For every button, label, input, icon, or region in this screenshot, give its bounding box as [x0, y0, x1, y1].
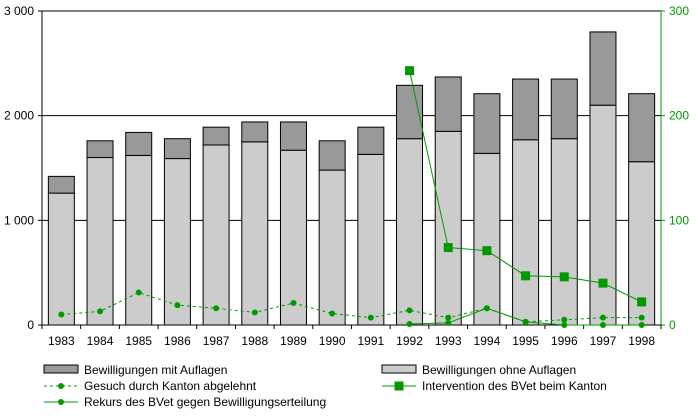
bar-segment: [550, 138, 578, 326]
series-point: [638, 314, 645, 321]
series-point: [522, 318, 529, 325]
x-axis-tick-label: 1983: [48, 334, 75, 348]
series-point: [290, 300, 297, 307]
bar-segment: [86, 140, 114, 159]
left-axis-tick-label: 1 000: [4, 213, 34, 227]
series-point: [598, 278, 608, 288]
x-axis-tick-label: 1987: [203, 334, 230, 348]
series-point: [638, 322, 645, 328]
right-axis-tick-label: 0: [669, 318, 676, 332]
legend-swatch: [381, 364, 417, 374]
x-axis-tick-label: 1984: [87, 334, 114, 348]
bars: [47, 31, 656, 326]
series-point: [482, 246, 492, 256]
legend-label: Bewilligungen ohne Auflagen: [422, 363, 576, 377]
left-axis-tick-label: 3 000: [4, 4, 34, 18]
bar-segment: [434, 76, 462, 132]
series-point: [58, 311, 65, 318]
bar-segment: [357, 153, 385, 326]
x-axis-tick-label: 1992: [396, 334, 423, 348]
x-axis-tick-label: 1989: [280, 334, 307, 348]
line-series: [58, 66, 647, 328]
bar-segment: [396, 138, 424, 326]
series-point: [135, 289, 142, 296]
bar-segment: [357, 126, 385, 155]
series-point: [406, 307, 413, 314]
legend-marker: [58, 383, 64, 389]
legend-swatch: [43, 364, 79, 374]
bar-segment: [47, 175, 75, 194]
series-point: [561, 316, 568, 323]
series-point: [599, 314, 606, 321]
bar-segment: [163, 158, 191, 326]
bar-segment: [434, 130, 462, 326]
series-line: [61, 292, 642, 323]
bar-segment: [163, 138, 191, 160]
x-axis-tick-label: 1998: [628, 334, 655, 348]
legend-marker: [394, 381, 404, 391]
legend-label: Bewilligungen mit Auflagen: [84, 363, 227, 377]
series-point: [561, 322, 568, 328]
series-point: [174, 302, 181, 309]
x-axis-tick-label: 1986: [164, 334, 191, 348]
bar-segment: [279, 149, 307, 326]
bar-segment: [86, 157, 114, 326]
series-point: [483, 305, 490, 312]
legend-label: Gesuch durch Kanton abgelehnt: [84, 379, 257, 393]
right-axis-tick-label: 200: [669, 109, 689, 123]
right-axis-tick-label: 300: [669, 4, 689, 18]
series-point: [97, 308, 104, 315]
x-axis-tick-label: 1993: [435, 334, 462, 348]
x-axis-tick-label: 1985: [125, 334, 152, 348]
legend: Bewilligungen mit Auflagen Bewilligungen …: [43, 363, 607, 409]
series-point: [599, 322, 606, 328]
left-axis-tick-label: 2 000: [4, 109, 34, 123]
series-point: [367, 314, 374, 321]
legend-marker: [58, 399, 64, 405]
series-point: [405, 66, 415, 76]
series-point: [443, 243, 453, 253]
series-point: [559, 272, 569, 282]
bar-segment: [318, 140, 346, 171]
x-axis-tick-label: 1991: [357, 334, 384, 348]
series-point: [213, 305, 220, 312]
legend-label: Intervention des BVet beim Kanton: [422, 379, 607, 393]
bar-segment: [589, 104, 617, 326]
bar-segment: [550, 78, 578, 140]
x-axis-tick-label: 1996: [551, 334, 578, 348]
legend-label: Rekurs des BVet gegen Bewilligungserteil…: [84, 395, 326, 409]
bar-segment: [512, 78, 540, 141]
series-point: [406, 320, 413, 327]
bar-segment: [241, 121, 269, 143]
bar-segment: [628, 93, 656, 163]
bar-segment: [125, 154, 153, 326]
series-point: [445, 314, 452, 321]
bar-segment: [202, 144, 230, 326]
bar-segment: [202, 126, 230, 146]
bar-segment: [318, 169, 346, 326]
bar-segment: [473, 152, 501, 326]
bar-segment: [512, 139, 540, 326]
bar-segment: [241, 141, 269, 326]
series-point: [521, 271, 531, 281]
series-point: [329, 310, 336, 317]
series-point: [445, 319, 452, 326]
bar-segment: [47, 192, 75, 326]
x-axis-tick-label: 1990: [319, 334, 346, 348]
bar-segment: [279, 121, 307, 151]
x-axis-tick-label: 1988: [241, 334, 268, 348]
series-point: [251, 309, 258, 316]
right-axis-tick-label: 100: [669, 213, 689, 227]
x-axis-tick-label: 1994: [474, 334, 501, 348]
bar-segment: [589, 31, 617, 106]
axes: 0 1 000 2 000 3 000 0 100 200 300 1983 1984 1985 19…: [4, 4, 689, 348]
x-axis-tick-label: 1995: [512, 334, 539, 348]
x-axis-tick-label: 1997: [590, 334, 617, 348]
left-axis-tick-label: 0: [27, 318, 34, 332]
bar-segment: [473, 93, 501, 154]
series-point: [637, 297, 647, 307]
bar-segment: [125, 131, 153, 156]
